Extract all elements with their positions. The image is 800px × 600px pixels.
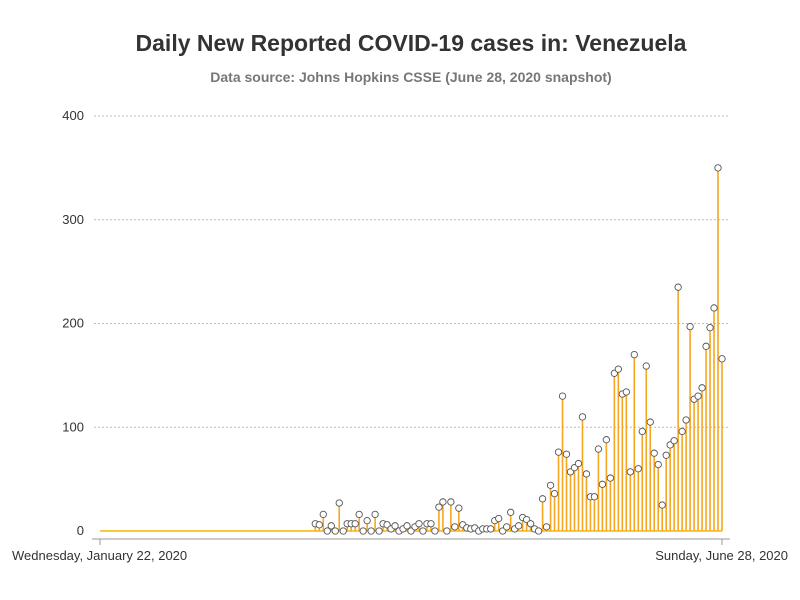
data-point-122 bbox=[582, 470, 591, 478]
data-point-127 bbox=[602, 436, 611, 444]
data-point-147 bbox=[682, 416, 690, 424]
data-point-55 bbox=[315, 521, 323, 529]
data-point-68 bbox=[367, 527, 375, 535]
data-point-121 bbox=[578, 413, 587, 421]
data-point-154 bbox=[710, 304, 718, 312]
data-point-136 bbox=[638, 427, 646, 436]
gridlines bbox=[94, 115, 730, 428]
data-point-112 bbox=[542, 523, 551, 531]
data-point-153 bbox=[706, 323, 714, 332]
data-point-115 bbox=[554, 448, 563, 456]
data-point-151 bbox=[698, 384, 706, 392]
data-point-116 bbox=[558, 392, 567, 400]
data-point-140 bbox=[654, 460, 662, 469]
data-point-130 bbox=[614, 365, 622, 373]
y-tick-label-200: 200 bbox=[62, 316, 84, 331]
data-point-150 bbox=[694, 392, 702, 400]
data-point-66 bbox=[359, 527, 367, 535]
data-point-134 bbox=[630, 350, 638, 359]
data-point-70 bbox=[375, 527, 383, 535]
data-point-114 bbox=[550, 489, 559, 498]
data-point-142 bbox=[662, 451, 670, 459]
data-point-81 bbox=[419, 527, 427, 535]
chart-title: Daily New Reported COVID-19 cases in: Ve… bbox=[135, 30, 687, 56]
data-point-86 bbox=[439, 498, 447, 506]
data-point-67 bbox=[363, 516, 371, 525]
data-point-148 bbox=[686, 322, 694, 331]
data-point-125 bbox=[594, 445, 603, 453]
data-point-152 bbox=[702, 342, 710, 350]
data-point-126 bbox=[598, 480, 607, 488]
data-point-144 bbox=[670, 437, 678, 445]
data-point-138 bbox=[646, 418, 654, 426]
data-point-69 bbox=[371, 510, 379, 519]
data-point-135 bbox=[634, 465, 642, 473]
y-axis: 0 100 200 300 400 bbox=[62, 108, 84, 538]
data-point-111 bbox=[538, 495, 547, 503]
data-point-61 bbox=[339, 527, 347, 535]
data-point-56 bbox=[319, 510, 327, 519]
data-point-65 bbox=[355, 510, 363, 519]
data-point-84 bbox=[431, 527, 439, 535]
data-point-59 bbox=[331, 527, 339, 535]
data-point-155 bbox=[714, 164, 722, 172]
data-point-58 bbox=[327, 522, 335, 530]
data-point-87 bbox=[443, 527, 451, 535]
y-tick-label-300: 300 bbox=[62, 212, 84, 227]
data-point-117 bbox=[562, 450, 571, 458]
chart-subtitle: Data source: Johns Hopkins CSSE (June 28… bbox=[210, 69, 612, 85]
x-axis: Wednesday, January 22, 2020 Sunday, June … bbox=[12, 538, 788, 563]
data-point-132 bbox=[622, 388, 630, 396]
data-point-146 bbox=[678, 427, 686, 436]
y-tick-label-0: 0 bbox=[77, 523, 84, 538]
data-point-113 bbox=[546, 481, 555, 489]
data-point-64 bbox=[351, 520, 359, 528]
data-point-141 bbox=[658, 501, 666, 509]
data-point-108 bbox=[526, 520, 535, 528]
y-tick-label-100: 100 bbox=[62, 419, 84, 434]
x-tick-label-start: Wednesday, January 22, 2020 bbox=[12, 548, 187, 563]
data-point-90 bbox=[455, 504, 463, 512]
data-point-77 bbox=[403, 522, 411, 530]
data-point-85 bbox=[435, 503, 443, 511]
needle-series bbox=[100, 167, 723, 532]
y-tick-label-400: 400 bbox=[62, 108, 84, 123]
data-point-120 bbox=[574, 459, 583, 468]
x-tick-label-end: Sunday, June 28, 2020 bbox=[655, 548, 788, 563]
data-point-100 bbox=[495, 514, 503, 523]
data-point-145 bbox=[674, 283, 682, 291]
data-point-133 bbox=[626, 468, 634, 476]
data-point-83 bbox=[427, 520, 435, 528]
marker-series bbox=[311, 164, 726, 535]
data-point-102 bbox=[503, 523, 511, 531]
data-point-110 bbox=[534, 527, 543, 535]
data-point-105 bbox=[515, 522, 523, 530]
data-point-89 bbox=[451, 523, 459, 531]
data-point-74 bbox=[391, 522, 399, 530]
data-point-103 bbox=[507, 508, 515, 516]
data-point-137 bbox=[642, 362, 650, 370]
data-point-128 bbox=[606, 474, 615, 482]
data-point-80 bbox=[415, 520, 423, 528]
data-point-57 bbox=[323, 527, 331, 535]
data-point-98 bbox=[487, 525, 495, 533]
data-point-124 bbox=[590, 493, 599, 501]
data-point-156 bbox=[718, 355, 726, 363]
data-point-139 bbox=[650, 449, 658, 457]
data-point-88 bbox=[447, 498, 455, 506]
data-point-60 bbox=[335, 499, 343, 507]
